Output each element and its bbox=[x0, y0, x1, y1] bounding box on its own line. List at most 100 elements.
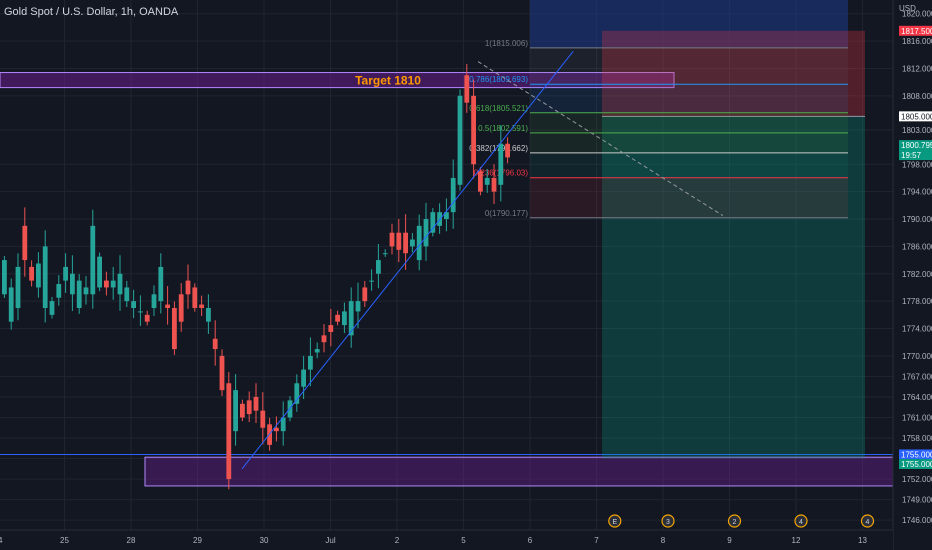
time-tick-label: 6 bbox=[528, 536, 533, 545]
time-tick-label: 5 bbox=[461, 536, 466, 545]
candle bbox=[382, 253, 388, 255]
fib-level-label: 0.5(1802.591) bbox=[478, 124, 528, 133]
candle bbox=[369, 280, 374, 282]
time-tick-label: 12 bbox=[792, 536, 801, 545]
candle bbox=[144, 314, 150, 322]
time-tick-label: 8 bbox=[661, 536, 666, 545]
price-marker-label: 1817.500 bbox=[901, 27, 932, 36]
candle bbox=[56, 284, 62, 298]
candle bbox=[484, 177, 490, 185]
candle bbox=[15, 266, 21, 308]
fib-level-label: 0(1790.177) bbox=[485, 209, 528, 218]
candle bbox=[314, 349, 320, 353]
candle bbox=[42, 246, 48, 308]
candle bbox=[124, 287, 130, 302]
candle bbox=[491, 177, 497, 192]
price-marker-label: 1805.000 bbox=[901, 112, 932, 121]
price-tick-label: 1752.000 bbox=[902, 475, 932, 484]
time-tick-label: 2 bbox=[395, 536, 400, 545]
event-icon[interactable] bbox=[608, 514, 622, 528]
price-marker[interactable] bbox=[899, 449, 932, 460]
candle bbox=[63, 266, 68, 281]
price-tick-label: 1808.000 bbox=[902, 92, 932, 101]
candle bbox=[206, 307, 211, 322]
stop-loss-area[interactable] bbox=[602, 30, 865, 117]
candle bbox=[36, 263, 41, 288]
candle bbox=[253, 396, 259, 411]
price-marker[interactable] bbox=[899, 459, 932, 470]
candle bbox=[83, 287, 89, 295]
drawing-lines[interactable] bbox=[241, 51, 724, 470]
candle bbox=[260, 410, 266, 428]
event-icon[interactable] bbox=[860, 514, 875, 528]
price-tick-label: 1782.000 bbox=[902, 270, 932, 279]
time-tick-label: 28 bbox=[127, 536, 136, 545]
support-zone bbox=[144, 456, 894, 487]
time-tick-label: 7 bbox=[594, 536, 599, 545]
candle bbox=[328, 325, 334, 332]
economic-events[interactable]: E 3 2 4 4 bbox=[608, 514, 875, 528]
candle bbox=[104, 280, 109, 288]
price-tick-label: 1767.000 bbox=[902, 372, 932, 381]
price-tick-label: 1794.000 bbox=[902, 188, 932, 197]
time-axis-background bbox=[0, 530, 893, 550]
price-axis[interactable]: 1820.000 1816.000 1812.000 1808.000 1803.000… bbox=[892, 0, 932, 550]
price-marker-label: 1800.795 bbox=[901, 141, 932, 150]
event-icon[interactable] bbox=[727, 514, 742, 528]
fib-band bbox=[530, 152, 848, 178]
take-profit-area[interactable] bbox=[602, 116, 865, 459]
event-label: 2 bbox=[733, 519, 737, 526]
candle bbox=[70, 273, 75, 295]
price-tick-label: 1770.000 bbox=[902, 352, 932, 361]
price-tick-label: 1746.000 bbox=[902, 516, 932, 525]
candle bbox=[97, 256, 102, 288]
candle bbox=[280, 417, 286, 432]
trendline[interactable] bbox=[241, 51, 574, 470]
candle bbox=[29, 266, 34, 281]
candle bbox=[321, 335, 327, 343]
price-tick-label: 1820.000 bbox=[902, 10, 932, 19]
fibonacci-retracement[interactable]: 1(1815.006) 0.786(1809.693) 0.618(1805.521… bbox=[469, 39, 848, 219]
candle bbox=[212, 338, 218, 350]
event-icon[interactable] bbox=[794, 514, 808, 528]
candle bbox=[199, 304, 204, 308]
price-tick-label: 1816.000 bbox=[902, 37, 932, 46]
price-tick-label: 1790.000 bbox=[902, 215, 932, 224]
fib-band bbox=[530, 112, 848, 133]
event-label: E bbox=[612, 519, 617, 526]
candle bbox=[505, 143, 510, 158]
candle bbox=[335, 314, 340, 322]
candle bbox=[498, 143, 504, 185]
price-tick-label: 1758.000 bbox=[902, 434, 932, 443]
price-tick-label: 1774.000 bbox=[902, 325, 932, 334]
candle bbox=[76, 280, 82, 308]
dashed-projection-line[interactable] bbox=[477, 61, 724, 217]
time-tick-label: 13 bbox=[858, 536, 867, 545]
fib-band bbox=[530, 177, 848, 218]
fib-level-label: 0.786(1809.693) bbox=[469, 75, 528, 84]
price-marker[interactable] bbox=[899, 111, 932, 122]
price-marker[interactable] bbox=[899, 140, 932, 161]
time-axis[interactable]: 2425282930Jul2567891213 bbox=[0, 529, 893, 550]
price-marker[interactable] bbox=[899, 25, 932, 36]
candle bbox=[396, 232, 402, 250]
candle bbox=[410, 239, 415, 247]
time-tick-label: 25 bbox=[60, 536, 69, 545]
price-tick-label: 1812.000 bbox=[902, 64, 932, 73]
candle bbox=[151, 294, 157, 308]
candle bbox=[138, 311, 143, 313]
event-icon[interactable] bbox=[661, 514, 675, 528]
short-position-tool[interactable] bbox=[602, 30, 865, 459]
fib-band bbox=[530, 47, 848, 85]
candle bbox=[2, 260, 7, 295]
candle bbox=[165, 304, 170, 308]
candle bbox=[457, 95, 463, 185]
candle bbox=[423, 219, 429, 247]
candle bbox=[219, 355, 225, 391]
price-tick-label: 1803.000 bbox=[902, 126, 932, 135]
candle bbox=[110, 280, 116, 288]
candle bbox=[240, 403, 245, 418]
time-tick-label: 9 bbox=[727, 536, 732, 545]
candle bbox=[464, 75, 470, 103]
